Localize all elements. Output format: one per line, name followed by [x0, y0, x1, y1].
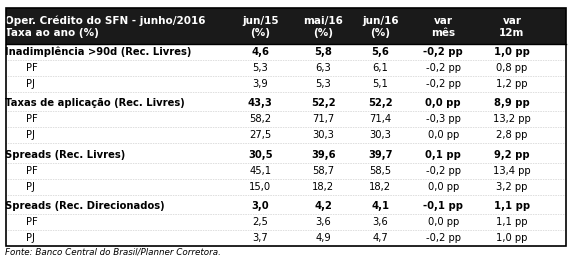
- Text: 52,2: 52,2: [311, 98, 336, 108]
- Text: 0,0 pp: 0,0 pp: [428, 130, 459, 140]
- Text: 43,3: 43,3: [248, 98, 273, 108]
- Text: -0,1 pp: -0,1 pp: [423, 201, 463, 211]
- Text: var: var: [434, 16, 453, 26]
- Text: -0,2 pp: -0,2 pp: [426, 63, 461, 73]
- Text: 0,1 pp: 0,1 pp: [426, 150, 461, 160]
- Text: var: var: [502, 16, 522, 26]
- Text: Oper. Crédito do SFN - junho/2016: Oper. Crédito do SFN - junho/2016: [5, 16, 205, 26]
- Text: 30,3: 30,3: [312, 130, 334, 140]
- Text: 3,6: 3,6: [372, 217, 388, 227]
- Text: 6,3: 6,3: [315, 63, 331, 73]
- Text: 4,7: 4,7: [372, 233, 388, 243]
- Text: PF: PF: [26, 166, 38, 176]
- Text: 30,3: 30,3: [370, 130, 391, 140]
- Text: Spreads (Rec. Livres): Spreads (Rec. Livres): [5, 150, 125, 160]
- Text: Inadimplência >90d (Rec. Livres): Inadimplência >90d (Rec. Livres): [5, 47, 191, 57]
- Text: PJ: PJ: [26, 233, 35, 243]
- Text: 1,1 pp: 1,1 pp: [494, 201, 530, 211]
- Text: 0,0 pp: 0,0 pp: [428, 217, 459, 227]
- Text: -0,3 pp: -0,3 pp: [426, 114, 460, 124]
- Text: 2,8 pp: 2,8 pp: [496, 130, 527, 140]
- Text: 1,1 pp: 1,1 pp: [496, 217, 528, 227]
- Text: 4,2: 4,2: [314, 201, 332, 211]
- Text: 27,5: 27,5: [249, 130, 271, 140]
- Text: 71,7: 71,7: [312, 114, 334, 124]
- Text: 5,1: 5,1: [372, 79, 388, 89]
- Text: 6,1: 6,1: [372, 63, 388, 73]
- Bar: [6, 8, 566, 246]
- Text: 3,2 pp: 3,2 pp: [496, 182, 527, 192]
- Text: 39,7: 39,7: [368, 150, 392, 160]
- Text: 15,0: 15,0: [249, 182, 271, 192]
- Text: 58,2: 58,2: [249, 114, 271, 124]
- Text: (%): (%): [251, 28, 270, 38]
- Text: 3,9: 3,9: [252, 79, 268, 89]
- Text: 0,8 pp: 0,8 pp: [496, 63, 527, 73]
- Text: Taxas de aplicação (Rec. Livres): Taxas de aplicação (Rec. Livres): [5, 98, 184, 108]
- Text: 4,9: 4,9: [315, 233, 331, 243]
- Text: 39,6: 39,6: [311, 150, 336, 160]
- Text: 5,6: 5,6: [371, 47, 390, 57]
- Text: 18,2: 18,2: [370, 182, 391, 192]
- Text: 58,7: 58,7: [312, 166, 334, 176]
- Text: PF: PF: [26, 63, 38, 73]
- Text: PJ: PJ: [26, 79, 35, 89]
- Text: mai/16: mai/16: [303, 16, 343, 26]
- Text: mês: mês: [431, 28, 455, 38]
- Text: (%): (%): [313, 28, 333, 38]
- Text: 13,2 pp: 13,2 pp: [493, 114, 531, 124]
- Text: PF: PF: [26, 114, 38, 124]
- Text: 3,6: 3,6: [315, 217, 331, 227]
- Text: -0,2 pp: -0,2 pp: [426, 79, 461, 89]
- Text: -0,2 pp: -0,2 pp: [423, 47, 463, 57]
- Text: 58,5: 58,5: [370, 166, 391, 176]
- Text: PJ: PJ: [26, 182, 35, 192]
- Text: Spreads (Rec. Direcionados): Spreads (Rec. Direcionados): [5, 201, 164, 211]
- Text: 12m: 12m: [499, 28, 525, 38]
- Text: -0,2 pp: -0,2 pp: [426, 166, 461, 176]
- Text: 30,5: 30,5: [248, 150, 273, 160]
- Text: Fonte: Banco Central do Brasil/Planner Corretora.: Fonte: Banco Central do Brasil/Planner C…: [5, 248, 220, 257]
- Text: 0,0 pp: 0,0 pp: [428, 182, 459, 192]
- Text: 0,0 pp: 0,0 pp: [426, 98, 461, 108]
- Text: 2,5: 2,5: [252, 217, 268, 227]
- Text: 3,0: 3,0: [252, 201, 269, 211]
- Text: Taxa ao ano (%): Taxa ao ano (%): [5, 28, 98, 38]
- Text: PJ: PJ: [26, 130, 35, 140]
- Bar: [6, 8, 566, 44]
- Text: 45,1: 45,1: [249, 166, 271, 176]
- Text: PF: PF: [26, 217, 38, 227]
- Text: jun/16: jun/16: [362, 16, 399, 26]
- Text: -0,2 pp: -0,2 pp: [426, 233, 461, 243]
- Text: 1,2 pp: 1,2 pp: [496, 79, 528, 89]
- Text: 52,2: 52,2: [368, 98, 393, 108]
- Text: 9,2 pp: 9,2 pp: [494, 150, 530, 160]
- Text: 1,0 pp: 1,0 pp: [494, 47, 530, 57]
- Text: (%): (%): [371, 28, 390, 38]
- Text: 3,7: 3,7: [252, 233, 268, 243]
- Text: 5,3: 5,3: [252, 63, 268, 73]
- Text: 18,2: 18,2: [312, 182, 334, 192]
- Text: 4,1: 4,1: [371, 201, 390, 211]
- Text: jun/15: jun/15: [242, 16, 279, 26]
- Text: 4,6: 4,6: [251, 47, 269, 57]
- Text: 5,3: 5,3: [315, 79, 331, 89]
- Text: 1,0 pp: 1,0 pp: [496, 233, 527, 243]
- Text: 8,9 pp: 8,9 pp: [494, 98, 530, 108]
- Text: 71,4: 71,4: [370, 114, 391, 124]
- Text: 13,4 pp: 13,4 pp: [493, 166, 531, 176]
- Text: 5,8: 5,8: [314, 47, 332, 57]
